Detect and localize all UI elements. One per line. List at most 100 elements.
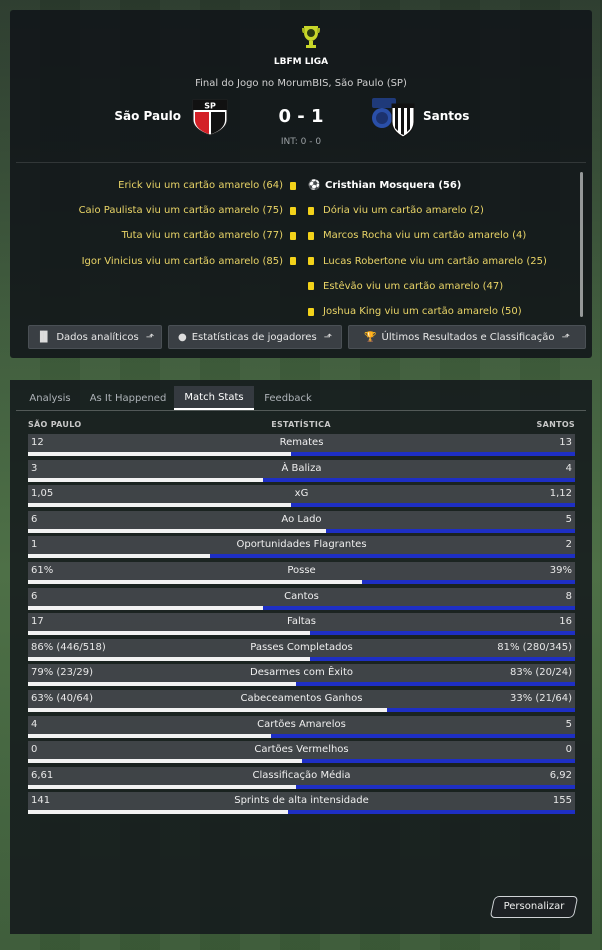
home-stat-value: 12 [31, 437, 44, 448]
player-stats-button[interactable]: ● Estatísticas de jogadores ⬏ [168, 325, 342, 349]
stat-row: Desarmes com Êxito 79% (23/29) 83% (20/24) [28, 664, 575, 687]
home-share-bar [28, 477, 264, 482]
customize-button[interactable]: Personalizar [489, 896, 579, 918]
home-share-bar [28, 580, 362, 584]
away-event-text: Lucas Robertone viu um cartão amarelo (2… [323, 255, 547, 267]
away-column-header: SANTOS [536, 420, 575, 429]
home-event-text: Igor Vinicius viu um cartão amarelo (85) [81, 255, 283, 267]
away-share-bar [326, 528, 575, 533]
stat-row: À Baliza 3 4 [28, 459, 575, 482]
svg-text:SP: SP [204, 102, 216, 111]
home-stat-value: 3 [31, 462, 38, 474]
results-button-label: Últimos Resultados e Classificação [381, 331, 555, 343]
external-link-icon: ⬏ [145, 331, 155, 343]
home-event: Igor Vinicius viu um cartão amarelo (85) [30, 249, 296, 274]
results-button[interactable]: 🏆 Últimos Resultados e Classificação ⬏ [348, 325, 586, 349]
stat-label: Desarmes com Êxito [250, 667, 353, 679]
tab-match-stats[interactable]: Match Stats [174, 386, 254, 410]
tab-as-it-happened[interactable]: As It Happened [89, 392, 167, 404]
home-share-bar [28, 503, 291, 508]
analytics-button[interactable]: ▐▌ Dados analíticos ⬏ [28, 325, 162, 349]
league-name: LBFM LIGA [273, 57, 329, 67]
away-share-bar [290, 503, 575, 508]
home-share-bar [28, 810, 289, 815]
away-event: Lucas Robertone viu um cartão amarelo (2… [308, 249, 578, 274]
away-stat-value: 155 [552, 795, 572, 807]
away-team-name[interactable]: Santos [423, 109, 470, 123]
stat-row: Cantos 6 8 [28, 587, 575, 610]
home-stat-value: 4 [31, 718, 38, 730]
stat-label: Sprints de alta intensidade [234, 795, 369, 807]
stat-label: Cartões Amarelos [257, 718, 346, 730]
yellow-card-icon [308, 307, 314, 316]
stat-label: xG [294, 488, 309, 500]
away-share-bar [361, 580, 575, 584]
yellow-card-icon [308, 231, 314, 240]
bar-chart-icon: ▐▌ [35, 331, 52, 343]
home-stat-value: 6,61 [31, 769, 54, 781]
tab-feedback[interactable]: Feedback [264, 392, 312, 404]
match-summary-panel: LBFM LIGA Final do Jogo no MorumBIS, São… [10, 10, 592, 358]
away-share-bar [309, 631, 575, 636]
home-events-list: Erick viu um cartão amarelo (64) Caio Pa… [30, 173, 296, 274]
analytics-button-label: Dados analíticos [56, 331, 139, 343]
stat-label: Faltas [287, 616, 316, 628]
away-stat-value: 83% (20/24) [509, 667, 572, 679]
stat-row: Posse 61% 39% [28, 562, 575, 584]
away-stat-value: 5 [565, 718, 572, 730]
home-event: Tuta viu um cartão amarelo (77) [30, 223, 296, 248]
away-events-list[interactable]: ⚽ Cristhian Mosquera (56) Dória viu um ca… [308, 173, 578, 316]
home-event-text: Erick viu um cartão amarelo (64) [118, 180, 283, 192]
stat-column-header: ESTATÍSTICA [271, 420, 331, 429]
stat-label: Ao Lado [281, 513, 322, 525]
home-stat-value: 1 [31, 539, 38, 551]
home-share-bar [28, 682, 297, 687]
stat-row: Cabeceamentos Ganhos 63% (40/64) 33% (21/6… [28, 690, 575, 712]
away-event-text: Marcos Rocha viu um cartão amarelo (4) [323, 230, 527, 242]
tab-analysis[interactable]: Analysis [29, 392, 71, 404]
away-stat-value: 13 [559, 437, 572, 448]
yellow-card-icon [290, 231, 296, 240]
stat-row: Sprints de alta intensidade 141 155 [28, 792, 575, 815]
away-stat-value: 6,92 [549, 769, 572, 781]
away-share-bar [309, 656, 575, 661]
ball-icon: ⚽ [308, 179, 321, 191]
home-team-crest-icon[interactable]: SP [187, 98, 233, 136]
away-stat-value: 4 [565, 462, 572, 474]
away-event: Joshua King viu um cartão amarelo (50) [308, 299, 578, 316]
score: 0 - 1 [278, 106, 324, 127]
home-event: Caio Paulista viu um cartão amarelo (75) [30, 198, 296, 223]
events-scrollbar[interactable] [580, 172, 583, 317]
home-stat-value: 86% (446/518) [31, 641, 106, 653]
home-stat-value: 1,05 [31, 488, 54, 500]
away-team-crest-icon[interactable] [370, 96, 418, 138]
away-share-bar [296, 784, 575, 789]
home-share-bar [28, 631, 310, 636]
home-column-header: SÃO PAULO [28, 420, 82, 429]
home-stat-value: 61% [31, 565, 54, 576]
yellow-card-icon [308, 282, 314, 291]
yellow-card-icon [290, 257, 296, 266]
stat-row: Faltas 17 16 [28, 613, 575, 636]
home-share-bar [28, 784, 297, 789]
stat-row: Classificação Média 6,61 6,92 [28, 766, 575, 789]
away-event-text: Dória viu um cartão amarelo (2) [323, 205, 484, 217]
trophy-icon: 🏆 [364, 331, 377, 343]
stat-row: xG 1,05 1,12 [28, 485, 575, 508]
external-link-icon: ⬏ [323, 331, 333, 343]
stat-row: Cartões Amarelos 4 5 [28, 715, 575, 738]
away-event: Dória viu um cartão amarelo (2) [308, 198, 578, 223]
stat-label: Posse [287, 565, 316, 576]
home-share-bar [28, 759, 302, 764]
yellow-card-icon [308, 257, 314, 266]
away-stat-value: 16 [559, 616, 572, 628]
away-stat-value: 8 [565, 590, 572, 602]
away-stat-value: 33% (21/64) [509, 693, 572, 704]
away-share-bar [288, 810, 575, 815]
stat-row: Remates 12 13 [28, 434, 575, 456]
person-icon: ● [177, 331, 187, 343]
customize-button-label: Personalizar [503, 901, 565, 912]
home-team-name[interactable]: São Paulo [114, 109, 181, 123]
home-event-text: Tuta viu um cartão amarelo (77) [121, 230, 283, 242]
away-stat-value: 5 [565, 513, 572, 525]
